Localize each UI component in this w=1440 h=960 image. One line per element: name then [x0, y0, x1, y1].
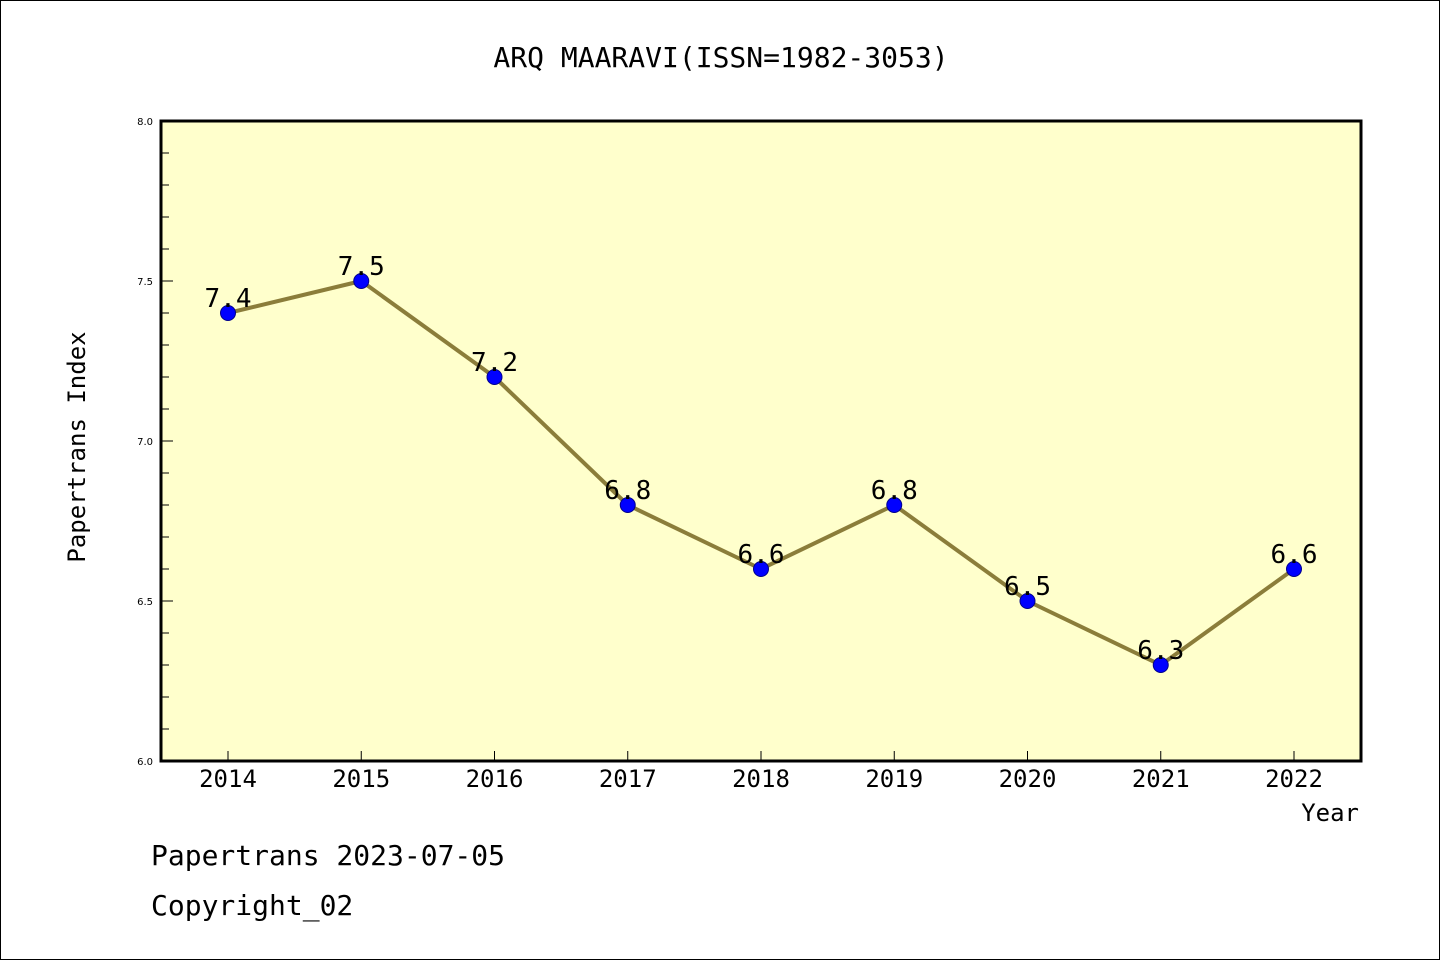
data-label: 6.3	[1137, 636, 1184, 666]
data-point	[619, 497, 636, 513]
data-point	[220, 305, 236, 321]
x-tick-label: 2021	[1132, 765, 1190, 793]
x-tick-label: 2014	[199, 765, 257, 793]
data-label: 7.2	[471, 348, 518, 378]
chart-title: ARQ MAARAVI(ISSN=1982-3053)	[493, 41, 948, 74]
x-tick-label: 2018	[732, 765, 790, 793]
y-tick-label: 7.0	[137, 437, 153, 448]
data-label: 6.6	[738, 540, 785, 570]
x-axis-label: Year	[1301, 799, 1359, 827]
footer-copyright: Copyright_02	[151, 889, 353, 923]
data-label: 6.8	[604, 476, 651, 506]
x-tick-label: 2017	[599, 765, 657, 793]
data-label: 7.5	[338, 252, 385, 282]
data-point	[1152, 657, 1169, 673]
x-tick-label: 2022	[1265, 765, 1323, 793]
y-tick-label: 6.0	[137, 757, 153, 768]
x-tick-label: 2015	[332, 765, 390, 793]
x-axis-ticks: 2014 2015 2016 2017 2018 2019 2020 2021 2022	[199, 751, 1323, 793]
y-tick-label: 7.5	[137, 277, 153, 288]
data-point	[353, 273, 370, 289]
series-layer	[220, 273, 1302, 673]
data-label-layer: 7.4 7.5 7.2 6.8 6.6 6.8 6.5 6.3 6.6	[205, 252, 1318, 666]
y-tick-label: 6.5	[137, 597, 153, 608]
data-point	[1019, 593, 1036, 609]
y-axis-ticks: 6.0 6.5 7.0 7.5 8.0	[137, 117, 173, 768]
y-axis-label: Papertrans Index	[63, 331, 91, 562]
data-label: 7.4	[205, 284, 252, 314]
x-tick-label: 2020	[999, 765, 1057, 793]
x-tick-label: 2016	[466, 765, 524, 793]
data-point	[753, 561, 769, 577]
x-tick-label: 2019	[865, 765, 923, 793]
plot-area	[159, 119, 1363, 763]
footer-date: Papertrans 2023-07-05	[151, 839, 505, 872]
data-label: 6.6	[1271, 540, 1318, 570]
data-point	[486, 369, 503, 385]
data-label: 6.8	[871, 476, 918, 506]
data-point	[1286, 561, 1302, 577]
data-label: 6.5	[1004, 572, 1051, 602]
y-tick-label: 8.0	[137, 117, 153, 128]
data-point	[886, 497, 903, 513]
